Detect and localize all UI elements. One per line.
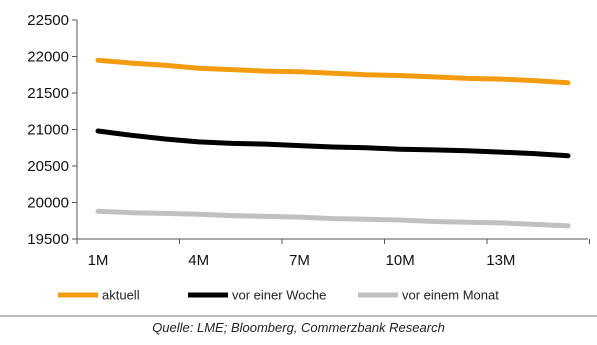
x-axis: 1M 4M 7M 10M 13M (76, 238, 590, 269)
y-tick-label: 22000 (27, 49, 69, 66)
legend-label: vor einem Monat (402, 288, 499, 303)
series-lines (95, 57, 571, 229)
x-tick-label: 7M (289, 252, 310, 269)
y-tick-label: 19500 (27, 231, 69, 248)
y-tick-label: 20000 (27, 195, 69, 212)
y-tick-label: 20500 (27, 158, 69, 175)
y-axis: 19500 20000 20500 21000 21500 22000 22500 (27, 12, 78, 248)
x-tick-label: 10M (386, 252, 415, 269)
source-note: Quelle: LME; Bloomberg, Commerzbank Rese… (152, 320, 445, 335)
y-tick-label: 21000 (27, 122, 69, 139)
y-tick-label: 22500 (27, 12, 69, 29)
series-line (95, 57, 571, 86)
x-tick-label: 1M (88, 252, 109, 269)
legend-label: vor einer Woche (232, 288, 326, 303)
series-line (95, 208, 571, 229)
legend: aktuell vor einer Woche vor einem Monat (58, 288, 499, 303)
series-line (95, 128, 571, 159)
legend-label: aktuell (102, 288, 140, 303)
x-tick-label: 13M (486, 252, 515, 269)
y-tick-label: 21500 (27, 85, 69, 102)
x-tick-label: 4M (188, 252, 209, 269)
